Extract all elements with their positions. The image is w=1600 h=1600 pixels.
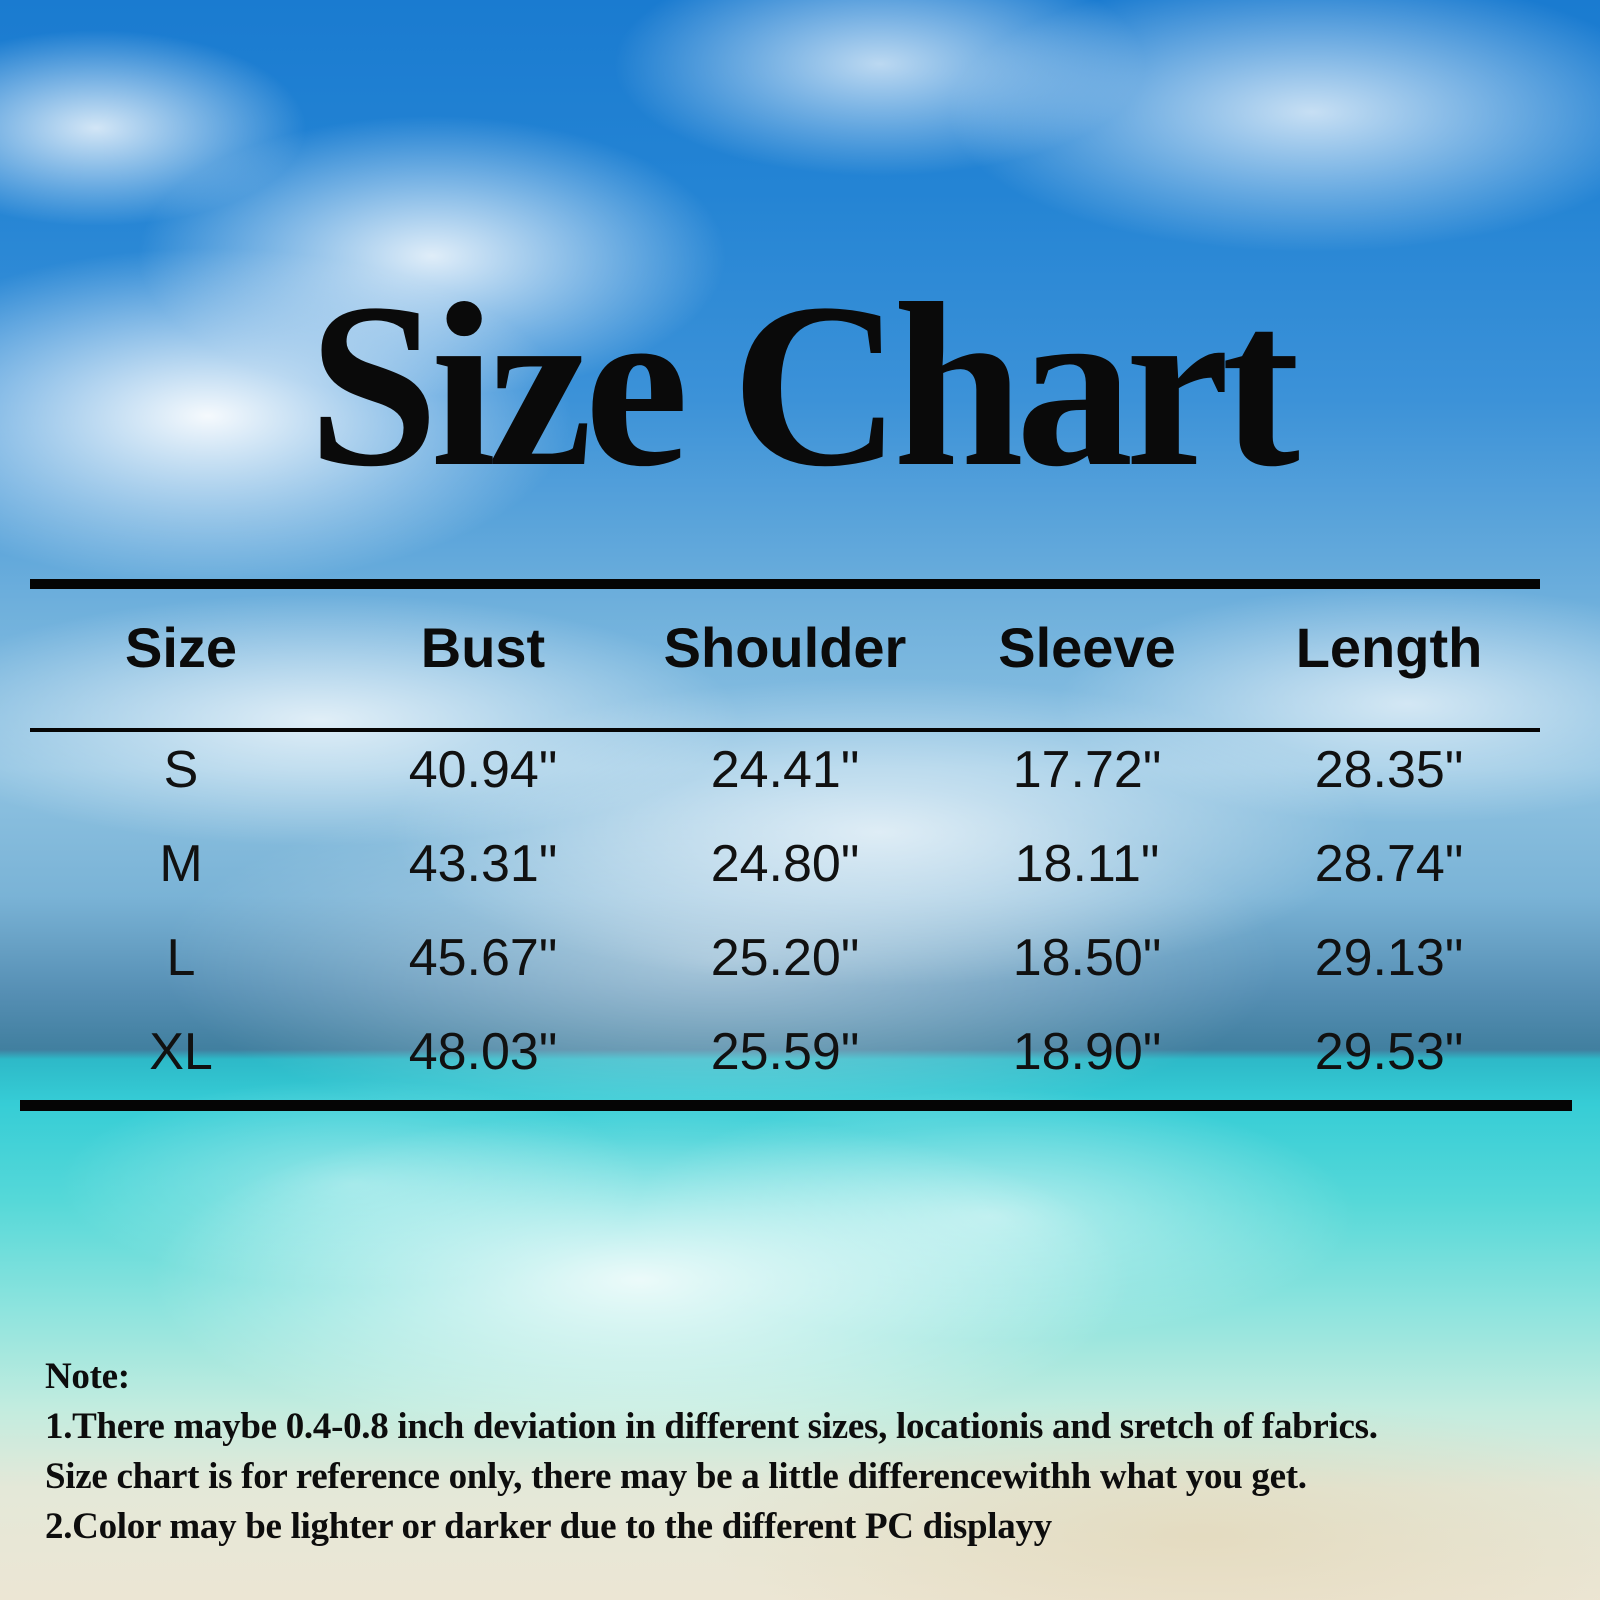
- table-cell: 24.80": [710, 835, 860, 893]
- table-cell: L: [166, 929, 196, 987]
- divider-bottom: [20, 1100, 1572, 1111]
- divider-header: [30, 728, 1540, 732]
- divider-top: [30, 579, 1540, 589]
- header-cell-size: Size: [124, 616, 238, 679]
- table-cell: 29.53": [1314, 1023, 1464, 1081]
- note-line-2: Size chart is for reference only, there …: [45, 1456, 1307, 1497]
- table-cell: XL: [149, 1023, 213, 1081]
- table-row-s: S 40.94" 24.41" 17.72" 28.35": [30, 723, 1540, 817]
- table-row-l: L 45.67" 25.20" 18.50" 29.13": [30, 911, 1540, 1005]
- table-cell: 24.41": [710, 741, 860, 799]
- table-row-xl: XL 48.03" 25.59" 18.90" 29.53": [30, 1005, 1540, 1099]
- page-title: Size Chart: [308, 255, 1300, 515]
- note-label: Note:: [45, 1356, 130, 1397]
- table-cell: 48.03": [408, 1023, 558, 1081]
- table-cell: 25.59": [710, 1023, 860, 1081]
- size-chart-table: S 40.94" 24.41" 17.72" 28.35" M 43.31" 2…: [30, 723, 1540, 1099]
- header-cell-shoulder: Shoulder: [663, 616, 907, 679]
- table-header-row: Size Bust Shoulder Sleeve Length: [30, 600, 1540, 695]
- note-line-1: 1.There maybe 0.4-0.8 inch deviation in …: [45, 1406, 1378, 1447]
- table-cell: 28.35": [1314, 741, 1464, 799]
- table-cell: S: [163, 741, 199, 799]
- table-cell: 25.20": [710, 929, 860, 987]
- table-cell: 43.31": [408, 835, 558, 893]
- header-cell-length: Length: [1295, 616, 1483, 679]
- table-cell: 28.74": [1314, 835, 1464, 893]
- table-cell: 29.13": [1314, 929, 1464, 987]
- table-cell: 18.11": [1014, 835, 1160, 893]
- note-line-3: 2.Color may be lighter or darker due to …: [45, 1506, 1052, 1547]
- table-cell: M: [159, 835, 203, 893]
- table-cell: 17.72": [1012, 741, 1162, 799]
- header-cell-sleeve: Sleeve: [998, 616, 1176, 679]
- table-cell: 18.50": [1012, 929, 1162, 987]
- table-cell: 45.67": [408, 929, 558, 987]
- table-row-m: M 43.31" 24.80" 18.11" 28.74": [30, 817, 1540, 911]
- note: Note: 1.There maybe 0.4-0.8 inch deviati…: [45, 1352, 1565, 1552]
- table-cell: 40.94": [408, 741, 558, 799]
- header-cell-bust: Bust: [420, 616, 546, 679]
- table-cell: 18.90": [1012, 1023, 1162, 1081]
